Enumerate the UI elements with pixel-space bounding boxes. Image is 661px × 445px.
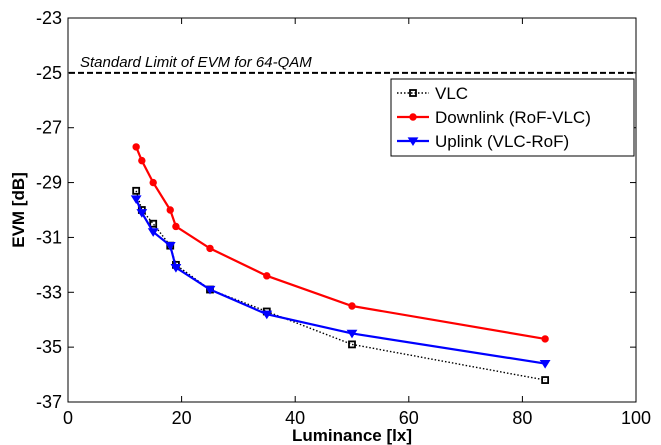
- x-axis-label: Luminance [lx]: [292, 426, 412, 445]
- legend-box: [390, 78, 635, 157]
- legend-marker-downlink: [409, 113, 417, 121]
- x-tick-label: 0: [63, 408, 73, 428]
- plot-area: [68, 18, 636, 402]
- data-point-uplink: [164, 242, 176, 251]
- data-point-uplink: [539, 359, 551, 369]
- plot-frame: [67, 17, 637, 403]
- data-point-uplink: [204, 285, 216, 295]
- x-tick-label: 60: [399, 408, 419, 428]
- data-point-downlink: [149, 178, 157, 187]
- y-tick-label: -23: [36, 8, 62, 28]
- data-point-uplink: [346, 329, 358, 339]
- y-tick-label: -31: [36, 227, 62, 247]
- data-point-uplink: [261, 310, 273, 320]
- data-point-vlc: [348, 340, 356, 349]
- y-tick-label: -37: [36, 392, 62, 412]
- data-point-downlink: [348, 302, 356, 310]
- legend-marker-uplink: [407, 137, 419, 146]
- data-point-downlink: [132, 143, 140, 151]
- series-downlink: [132, 143, 549, 343]
- standard-limit-label: Standard Limit of EVM for 64-QAM: [80, 54, 312, 71]
- data-point-downlink: [541, 335, 549, 343]
- y-axis-label: EVM [dB]: [9, 172, 28, 248]
- data-point-downlink: [172, 222, 180, 231]
- legend-label-downlink: Downlink (RoF-VLC): [435, 108, 591, 127]
- x-tick-label: 100: [621, 408, 651, 428]
- data-point-downlink: [166, 206, 174, 214]
- legend-label-uplink: Uplink (VLC-RoF): [435, 132, 569, 151]
- y-tick-label: -29: [36, 173, 62, 193]
- legend-marker-vlc: [409, 89, 417, 97]
- legend-label-vlc: VLC: [435, 84, 468, 103]
- data-point-downlink: [206, 244, 214, 253]
- x-tick-label: 80: [512, 408, 532, 428]
- y-tick-label: -25: [36, 63, 62, 83]
- series-line-vlc: [135, 190, 546, 381]
- y-tick-label: -27: [36, 118, 62, 138]
- x-tick-label: 40: [285, 408, 305, 428]
- y-tick-label: -33: [36, 282, 62, 302]
- y-tick-label: -35: [36, 337, 62, 357]
- data-point-vlc: [541, 376, 550, 384]
- data-point-uplink: [130, 195, 142, 205]
- data-point-vlc: [132, 186, 141, 195]
- x-tick-label: 20: [172, 408, 192, 428]
- data-point-uplink: [136, 209, 148, 218]
- data-point-downlink: [263, 272, 271, 280]
- data-point-uplink: [147, 228, 159, 237]
- data-point-downlink: [138, 156, 146, 165]
- data-point-vlc: [149, 219, 158, 228]
- series-uplink: [130, 195, 551, 369]
- data-point-uplink: [170, 263, 182, 273]
